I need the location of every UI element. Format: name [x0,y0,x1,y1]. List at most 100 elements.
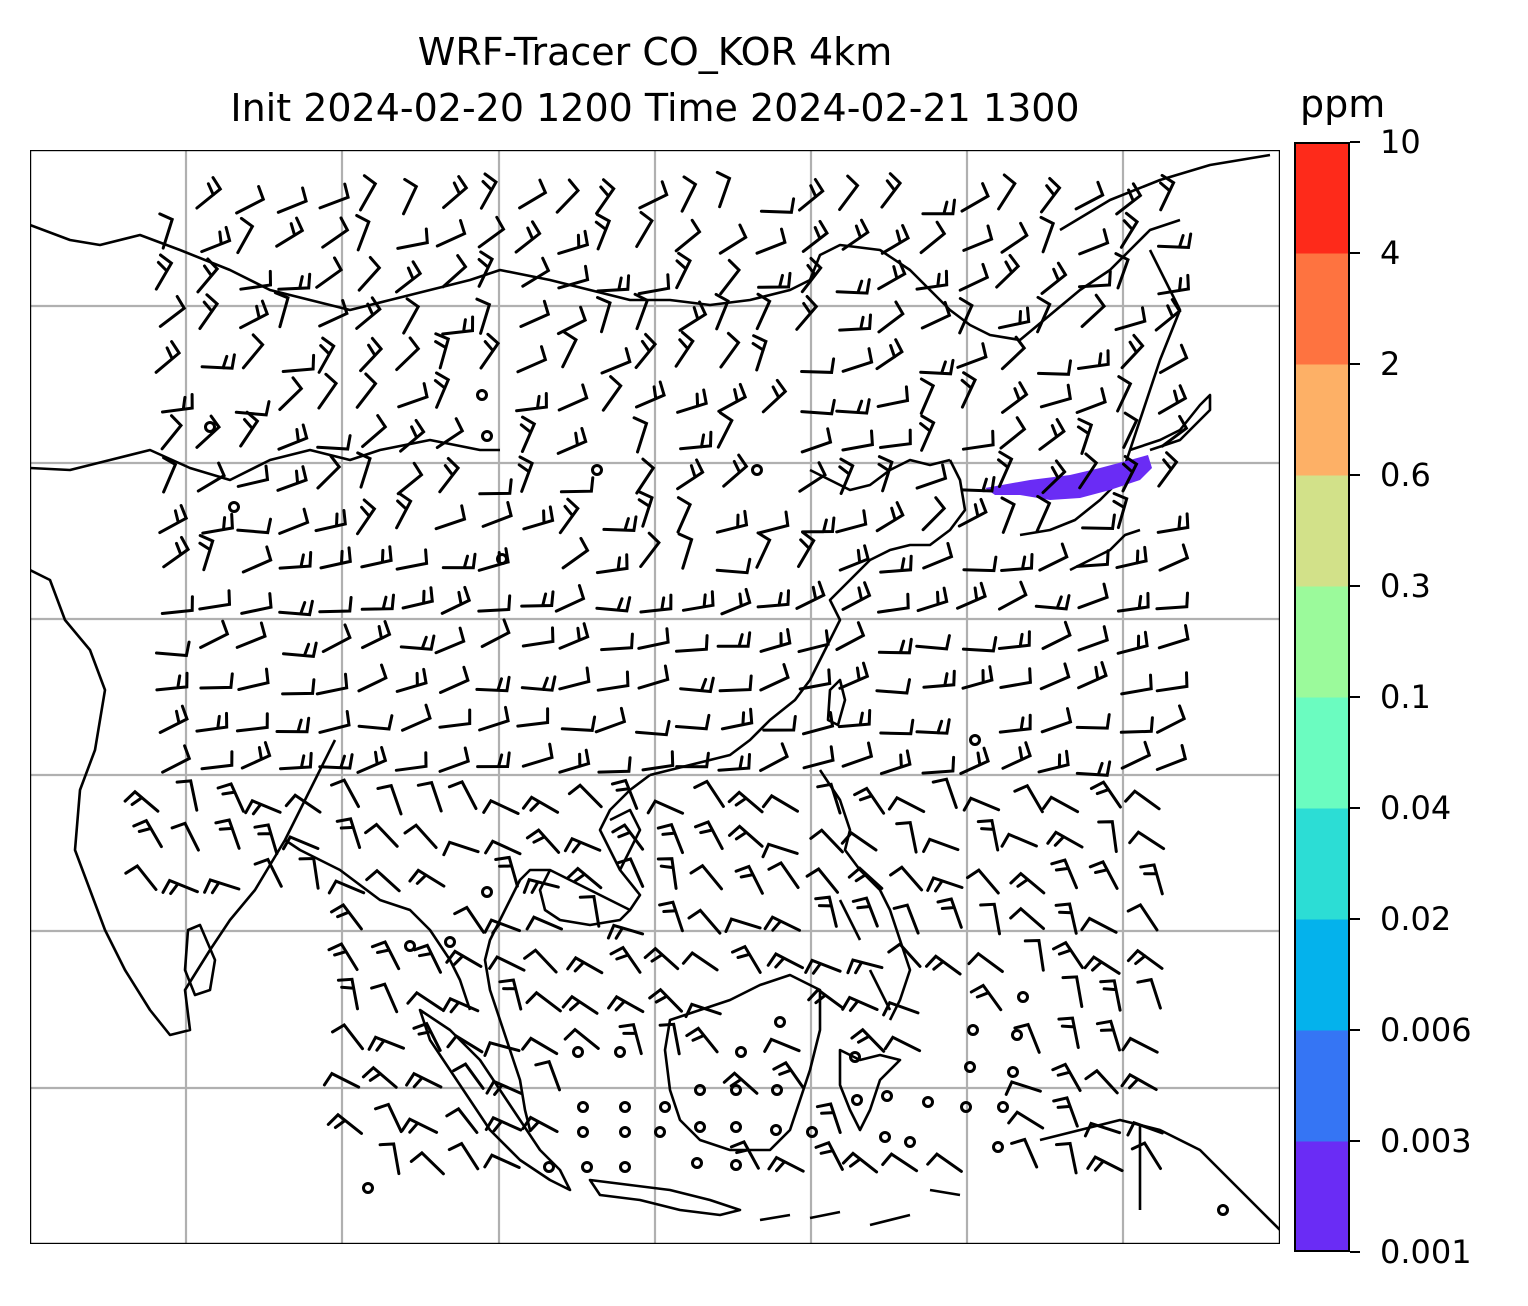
calm-circle [543,1161,555,1173]
wind-barb [124,864,158,891]
wind-barb [800,398,836,416]
wind-barb [1077,349,1110,370]
wind-barb [516,345,548,374]
wind-barb [685,1026,719,1054]
wind-barb [1078,452,1099,490]
wind-barb [658,1022,681,1056]
wind-barb [155,640,191,658]
wind-barb [609,945,642,974]
wind-barb [200,750,234,771]
wind-barb [637,273,671,296]
wind-barb [441,552,477,570]
wind-barb [1009,906,1045,930]
colorbar-tick [1350,1029,1360,1031]
wind-barb [838,457,855,495]
wind-barb [123,789,160,813]
wind-barb [877,259,907,291]
wind-barb [1040,707,1073,734]
wind-barb [715,509,749,534]
wind-barb [273,291,290,329]
wind-barb [676,458,705,491]
wind-barb [658,900,684,933]
wind-barb [1156,704,1187,734]
wind-barb [999,667,1032,689]
wind-barb [966,868,1000,895]
wind-barb [841,1151,879,1174]
wind-barb [835,509,868,534]
wind-barb [959,746,990,775]
coastline-java [588,1178,742,1217]
colorbar-tick [1350,585,1360,587]
calm-circle [881,1090,893,1102]
wind-barb [1052,940,1084,970]
wind-barb [318,710,351,734]
wind-barb [435,219,467,248]
colorbar-tick-label: 0.001 [1380,1233,1472,1271]
wind-barb [555,178,581,214]
wind-barb [514,220,542,254]
wind-barb [195,414,221,449]
wind-barb [399,634,436,651]
colorbar-tick-label: 0.003 [1380,1122,1472,1160]
wind-barb [1080,916,1118,934]
wind-barb [887,942,922,968]
wind-barb [447,1141,480,1171]
wind-barb [611,823,645,851]
wind-barb [440,585,472,615]
wind-barb [596,670,630,692]
wind-barb [841,995,879,1012]
calm-circle [771,1084,783,1096]
wind-barb [881,1152,919,1173]
wind-barb [805,867,839,894]
wind-barb [1013,1022,1041,1054]
wind-barb [236,464,270,488]
wind-barb [798,461,827,493]
wind-barb [719,331,741,369]
wind-barb [1120,740,1152,770]
wind-barb [961,429,995,451]
wind-barb [632,416,649,454]
wind-barb [926,876,964,893]
coastline-china-east [649,459,967,777]
wind-barb [405,1071,443,1089]
wind-barb [882,1000,920,1017]
wind-barb [1004,1080,1042,1096]
wind-barb [1157,232,1193,250]
wind-barb [915,634,951,651]
wind-barb [395,260,423,294]
wind-barb [475,297,492,335]
wind-barb [1116,591,1150,613]
wind-barb [639,593,673,614]
wind-barb [801,516,836,534]
wind-barb [718,674,753,693]
wind-barb [895,820,918,854]
wind-barb [376,783,403,816]
wind-barb [1099,979,1122,1012]
wind-barb [606,923,645,940]
wind-barb [518,178,548,210]
wind-barb [1074,180,1105,211]
calm-circle [444,936,456,948]
wind-barb [361,414,388,448]
wind-barb [276,186,308,214]
wind-barb [876,385,910,408]
colorbar-tick-label: 4 [1380,234,1401,272]
wind-barb [759,628,792,653]
wind-barb [638,180,669,210]
colorbar-tick [1350,1251,1360,1253]
wind-barb [919,358,955,376]
wind-barb [395,548,429,571]
calm-circle [659,1101,671,1113]
wind-barb [797,530,816,568]
wind-barb [1126,948,1164,970]
wind-barb [680,175,698,213]
wind-barb [477,594,512,613]
wind-barb [1077,661,1108,690]
calm-circle [694,1121,706,1133]
wind-barb [997,173,1017,211]
wind-barb [1078,228,1110,256]
wind-barb [1038,542,1069,572]
wind-barb [278,599,314,617]
wind-barb [1130,1141,1162,1170]
wind-barb [479,172,498,210]
